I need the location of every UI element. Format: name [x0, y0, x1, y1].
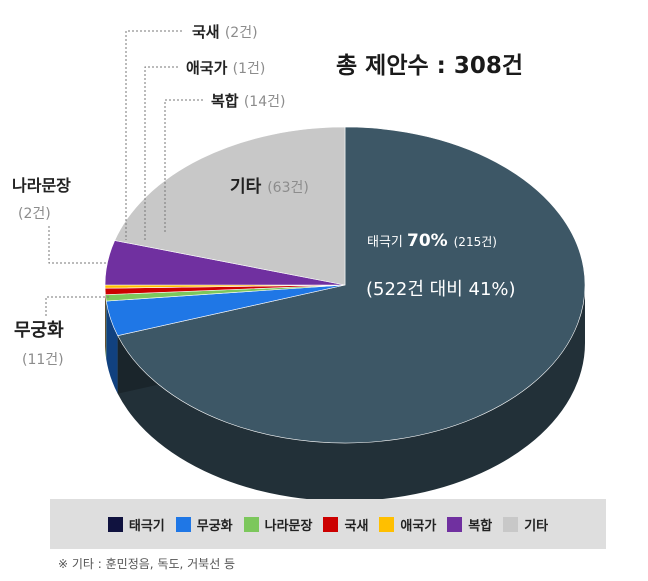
pie-layer: [104, 126, 586, 502]
label-mugunghwa-count: (11건): [22, 352, 64, 368]
legend-swatch: [447, 516, 463, 532]
slice-나라문장-side: [105, 294, 107, 360]
legend-item-기타: 기타: [503, 515, 548, 534]
leader-nation-emblem: [48, 226, 108, 264]
slice-태극기: [117, 126, 586, 444]
label-nation-emblem-count: (2건): [18, 206, 51, 222]
footnote: ※ 기타 : 훈민정음, 독도, 거북선 등: [58, 557, 236, 571]
legend-label: 나라문장: [264, 518, 313, 534]
legend-label: 기타: [524, 518, 549, 534]
legend-swatch: [503, 516, 519, 532]
label-other: 기타 (63건): [230, 177, 309, 197]
legend-swatch: [175, 516, 191, 532]
legend-swatch: [323, 516, 339, 532]
legend-item-복합: 복합: [447, 515, 492, 534]
leader-lines: [45, 30, 203, 316]
label-mugunghwa: 무궁화: [14, 320, 64, 341]
leader-anthem: [144, 66, 178, 242]
leader-seal: [125, 30, 182, 240]
legend-item-나라문장: 나라문장: [243, 515, 313, 534]
legend-label: 복합: [468, 518, 493, 534]
label-annotation: (522건 대비 41%): [366, 279, 516, 300]
legend-swatch: [379, 516, 395, 532]
legend-item-국새: 국새: [323, 515, 368, 534]
label-complex: 복합 (14건): [211, 92, 285, 110]
label-nation-emblem: 나라문장: [12, 176, 71, 195]
label-anthem: 애국가 (1건): [186, 59, 265, 77]
legend-swatch: [243, 516, 259, 532]
slice-태극기-side: [117, 285, 586, 502]
slice-무궁화-side: [106, 301, 118, 394]
label-taegeukgi: 태극기 70% (215건): [367, 231, 497, 251]
legend-label: 국새: [344, 518, 369, 534]
legend-label: 태극기: [128, 518, 165, 534]
chart-title: 총 제안수 : 308건: [336, 53, 523, 79]
leader-mugunghwa: [45, 296, 110, 316]
legend-label: 무궁화: [196, 518, 233, 534]
leader-complex: [164, 99, 203, 232]
legend-item-애국가: 애국가: [379, 515, 436, 534]
chart-legend: 태극기 무궁화 나라문장 국새 애국가 복합 기타: [50, 499, 606, 549]
legend-swatch: [107, 516, 123, 532]
legend-item-태극기: 태극기: [107, 515, 165, 534]
label-seal: 국새 (2건): [192, 23, 258, 41]
legend-item-무궁화: 무궁화: [175, 515, 233, 534]
legend-label: 애국가: [400, 518, 437, 534]
slice-기타: [114, 126, 346, 286]
